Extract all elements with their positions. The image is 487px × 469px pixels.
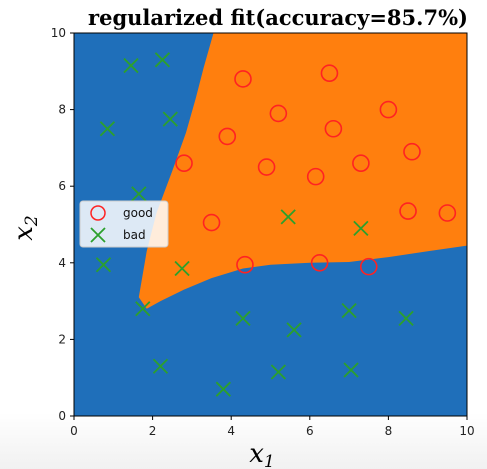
bad-point: [123, 57, 139, 74]
bad-point: [398, 310, 414, 326]
bad-point: [280, 209, 296, 225]
good-point: [399, 202, 417, 220]
y-axis-label: x2: [9, 215, 42, 241]
bad-point: [154, 52, 171, 68]
plot-area: [73, 32, 468, 417]
good-point: [269, 104, 288, 123]
good-point: [324, 119, 343, 138]
good-point: [438, 204, 457, 222]
bad-point: [95, 257, 112, 273]
x-tick-label: 6: [306, 424, 314, 438]
good-point: [218, 127, 237, 146]
legend-box: [79, 200, 169, 248]
good-point: [320, 64, 339, 83]
y-tick-label: 4: [58, 256, 66, 270]
good-point: [379, 100, 398, 119]
bad-point: [343, 362, 359, 378]
bad-point: [131, 186, 147, 202]
bad-point: [341, 303, 357, 319]
good-point: [202, 213, 221, 232]
markers-layer: [95, 52, 457, 397]
legend: good bad: [79, 200, 169, 248]
bad-point: [99, 121, 116, 137]
good-point: [175, 154, 193, 173]
legend-label-good: good: [123, 206, 153, 220]
y-axis: 0 2 4 6 8 10: [51, 26, 74, 423]
x-axis-label: x1: [249, 439, 275, 469]
y-tick-label: 2: [58, 332, 66, 346]
bad-point: [286, 322, 302, 338]
good-point: [352, 154, 370, 173]
y-tick-label: 0: [58, 409, 66, 423]
x-axis: 0 2 4 6 8 10: [70, 416, 475, 438]
good-point: [359, 257, 378, 276]
good-point: [403, 142, 421, 161]
good-point: [310, 253, 329, 272]
y-tick-label: 10: [51, 26, 66, 40]
good-point: [236, 255, 254, 274]
good-point: [306, 167, 325, 186]
bad-point: [353, 220, 369, 236]
chart-title: regularized fit(accuracy=85.7%): [88, 5, 468, 30]
legend-label-bad: bad: [123, 228, 146, 242]
bad-point: [270, 364, 286, 380]
good-point: [257, 158, 276, 176]
bad-point: [215, 381, 231, 397]
bad-point: [174, 260, 190, 277]
bad-point: [235, 310, 251, 326]
bad-point: [162, 111, 178, 127]
x-tick-label: 2: [149, 424, 157, 438]
bad-point: [135, 301, 151, 317]
legend-marker-good: [90, 205, 106, 221]
plot-frame: [73, 32, 468, 417]
x-tick-label: 10: [459, 424, 474, 438]
x-tick-label: 8: [385, 424, 393, 438]
y-tick-label: 6: [58, 179, 66, 193]
good-point: [234, 70, 252, 88]
y-tick-label: 8: [58, 103, 66, 117]
x-tick-label: 4: [227, 424, 235, 438]
bad-point: [152, 358, 169, 374]
legend-marker-bad: [90, 227, 106, 243]
x-tick-label: 0: [70, 424, 78, 438]
